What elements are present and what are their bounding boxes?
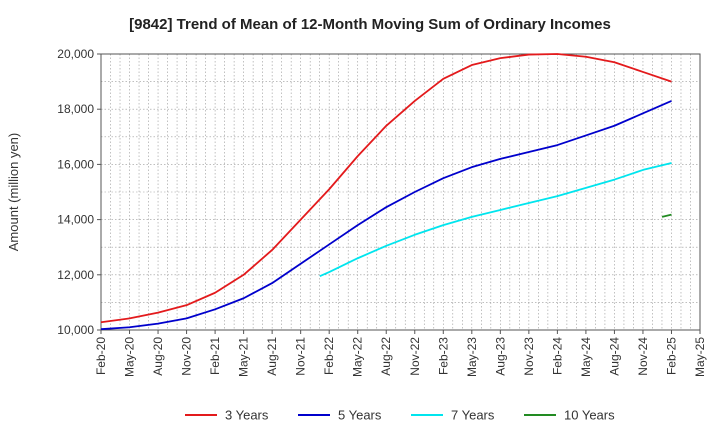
chart-title: [9842] Trend of Mean of 12-Month Moving … <box>129 16 611 33</box>
x-tick-label: Aug-24 <box>607 337 621 376</box>
y-axis-label: Amount (million yen) <box>6 133 21 252</box>
series-line-3-years <box>100 53 672 324</box>
x-tick-label: Feb-24 <box>550 337 564 375</box>
series-line-7-years <box>319 162 672 278</box>
x-tick-label: May-23 <box>465 337 479 377</box>
y-tick-label: 14,000 <box>57 213 94 227</box>
x-tick-label: Feb-22 <box>322 337 336 375</box>
legend-label: 7 Years <box>451 408 495 423</box>
x-tick-label: May-25 <box>693 337 707 377</box>
x-tick-label: Nov-24 <box>636 337 650 376</box>
legend-label: 3 Years <box>225 408 269 423</box>
x-tick-label: Nov-20 <box>180 337 194 376</box>
x-tick-label: Nov-21 <box>294 337 308 376</box>
legend-label: 10 Years <box>564 408 615 423</box>
x-tick-label: Aug-23 <box>493 337 507 376</box>
x-tick-label: Aug-21 <box>265 337 279 376</box>
x-tick-label: Feb-21 <box>208 337 222 375</box>
y-tick-label: 16,000 <box>57 157 94 171</box>
y-tick-label: 12,000 <box>57 268 94 282</box>
y-tick-label: 20,000 <box>57 47 94 61</box>
x-tick-label: Aug-22 <box>379 337 393 376</box>
x-tick-label: May-21 <box>237 337 251 377</box>
y-axis: 10,000 12,000 14,000 16,000 18,000 20,000 <box>57 47 101 337</box>
grid <box>100 53 701 331</box>
x-tick-label: Feb-25 <box>664 337 678 375</box>
x-tick-label: Aug-20 <box>151 337 165 376</box>
x-tick-label: Feb-23 <box>436 337 450 375</box>
x-tick-label: Feb-20 <box>94 337 108 375</box>
series-line-5-years <box>100 100 672 331</box>
legend-label: 5 Years <box>338 408 382 423</box>
series-group <box>100 53 672 331</box>
x-axis: Feb-20 May-20 Aug-20 Nov-20 Feb-21 May-21 Aug-… <box>94 330 707 377</box>
x-tick-label: Nov-22 <box>408 337 422 376</box>
x-tick-label: May-22 <box>351 337 365 377</box>
y-tick-label: 18,000 <box>57 102 94 116</box>
series-line-10-years <box>661 213 672 218</box>
x-tick-label: May-20 <box>123 337 137 377</box>
plot-frame <box>100 53 701 331</box>
legend: 3 Years 5 Years 7 Years 10 Years <box>185 408 615 423</box>
x-tick-label: Nov-23 <box>522 337 536 376</box>
x-tick-label: May-24 <box>579 337 593 377</box>
y-tick-label: 10,000 <box>57 323 94 337</box>
